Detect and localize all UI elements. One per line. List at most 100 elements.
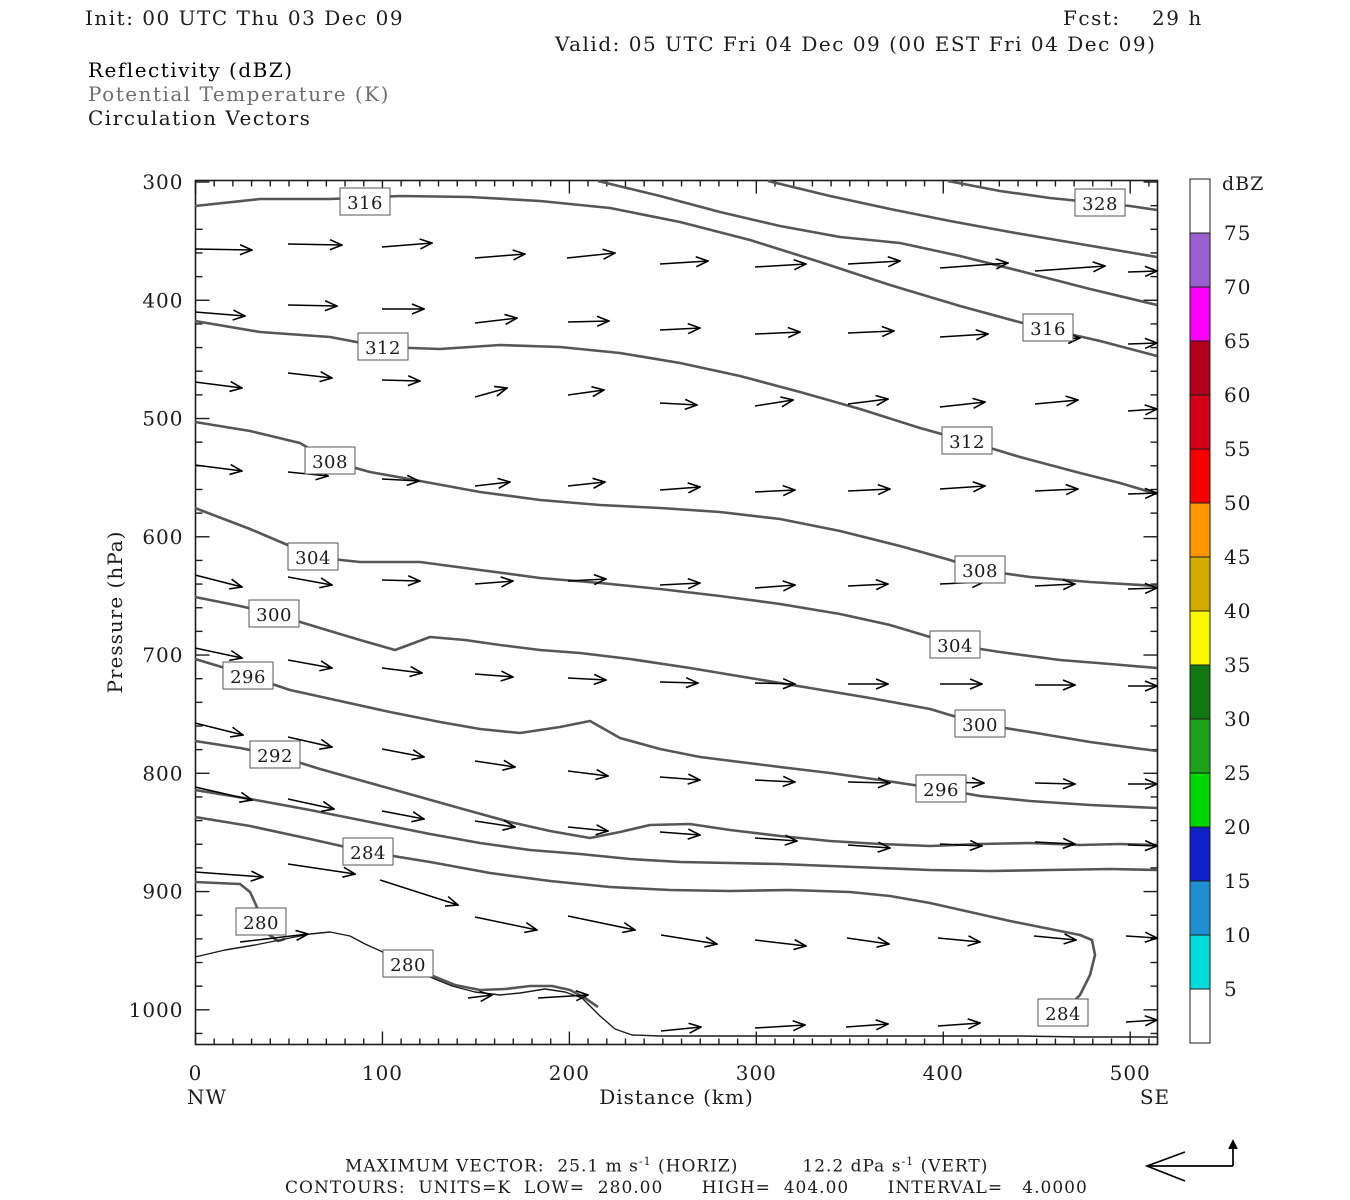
wind-arrow [194,722,243,735]
contour-label-box [235,907,287,936]
colorbar-segment [1189,826,1211,882]
colorbar-title: dBZ [1222,173,1264,195]
colorbar-segment [1189,772,1211,828]
wind-arrow [659,403,697,405]
y-tick-label: 800 [142,761,183,785]
contour-label-box [357,332,409,361]
contour-label-text: 300 [256,605,292,626]
y-tick-label: 500 [142,407,183,431]
colorbar-tick-label: 35 [1224,653,1251,677]
theta-contour-280 [194,931,1157,1038]
wind-arrow [381,479,419,481]
wind-arrow [474,254,525,258]
max-vector-annotation: MAXIMUM VECTOR: 25.1 m s-1 (HORIZ) 12.2 … [345,1155,989,1177]
contour-label-box [941,426,993,455]
wind-arrow [659,328,700,330]
colorbar-segment [1189,340,1211,396]
wind-arrow [474,916,537,930]
contour-label-box [222,661,274,690]
y-tick-label: 700 [142,643,183,667]
y-axis-title: Pressure (hPa) [103,531,127,694]
wind-arrow [1127,493,1157,494]
wind-arrow [537,995,588,998]
wind-arrow [379,879,458,905]
contour-label-text: 316 [1030,319,1066,340]
wind-arrow [847,331,894,333]
theta-contour-304 [194,506,1158,670]
wind-arrow [937,1023,980,1026]
colorbar-tick-label: 70 [1224,275,1251,299]
contour-label-box [339,187,391,216]
wind-arrow [287,863,355,874]
wind-arrow [1127,271,1157,272]
contour-label-box [1074,188,1126,217]
init-time-label: Init: 00 UTC Thu 03 Dec 09 [85,6,405,30]
wind-arrow [1034,266,1105,271]
colorbar-tick-label: 55 [1224,437,1251,461]
contour-label-text: 280 [390,955,426,976]
x-tick-label: 400 [923,1061,964,1085]
colorbar-segment [1189,610,1211,666]
colorbar-tick-label: 50 [1224,491,1251,515]
wind-arrow [381,668,422,673]
contour-label-box [249,740,301,769]
wind-arrow [194,465,242,471]
wind-arrow [939,844,982,846]
x-tick-label: 0 [189,1061,203,1085]
contour-label-text: 296 [230,667,266,688]
wind-arrow [847,782,890,783]
wind-arrow [381,580,420,581]
wind-arrow [754,490,795,492]
wind-arrow [1034,842,1075,844]
wind-arrow [567,678,606,680]
theta-contour-lines [194,179,1158,1038]
theta-contour-288 [194,788,1158,873]
wind-arrow [287,798,334,809]
wind-arrow [1034,584,1075,586]
wind-arrow [847,584,888,586]
colorbar-segment [1189,934,1211,990]
wind-arrow [1033,936,1076,940]
wind-arrow [567,579,606,581]
legend-field-reflectivity: Reflectivity (dBZ) [88,58,294,82]
colorbar-segment [1189,718,1211,774]
colorbar-segment [1189,286,1211,342]
colorbar-tick-label: 25 [1224,761,1251,785]
reference-vector [1144,1139,1238,1182]
wind-arrow [567,915,635,930]
wind-arrow [474,581,513,584]
contour-label-text: 316 [347,193,383,214]
theta-contour-328 [947,179,1158,212]
colorbar-segment [1189,664,1211,720]
wind-arrow [474,388,507,398]
wind-arrow [1034,783,1075,784]
wind-arrow [194,647,242,658]
wind-arrow [239,934,308,943]
wind-arrow [194,786,252,800]
wind-arrow [1034,400,1078,404]
wind-arrow [287,244,342,245]
wind-arrow [474,674,513,677]
wind-arrow [474,318,517,323]
wind-arrow [381,243,432,247]
x-tick-label: 500 [1110,1061,1151,1085]
contour-label-box [248,599,300,628]
wind-arrow [754,838,797,841]
contour-label-text: 308 [962,561,998,582]
wind-arrow [754,264,806,267]
contour-label-text: 312 [949,432,985,453]
contour-label-text: 292 [257,746,293,767]
endpoint-label-se: SE [1140,1085,1170,1109]
wind-arrow [754,1025,805,1028]
wind-arrow [381,810,424,819]
wind-arrow [567,390,604,395]
colorbar-segment [1189,880,1211,936]
x-tick-label: 100 [362,1061,403,1085]
contour-label-text: 300 [962,715,998,736]
wind-arrow [659,261,708,264]
colorbar-tick-label: 45 [1224,545,1251,569]
wind-arrow [1127,409,1157,411]
wind-arrow [754,332,800,334]
wind-arrow [567,771,608,776]
